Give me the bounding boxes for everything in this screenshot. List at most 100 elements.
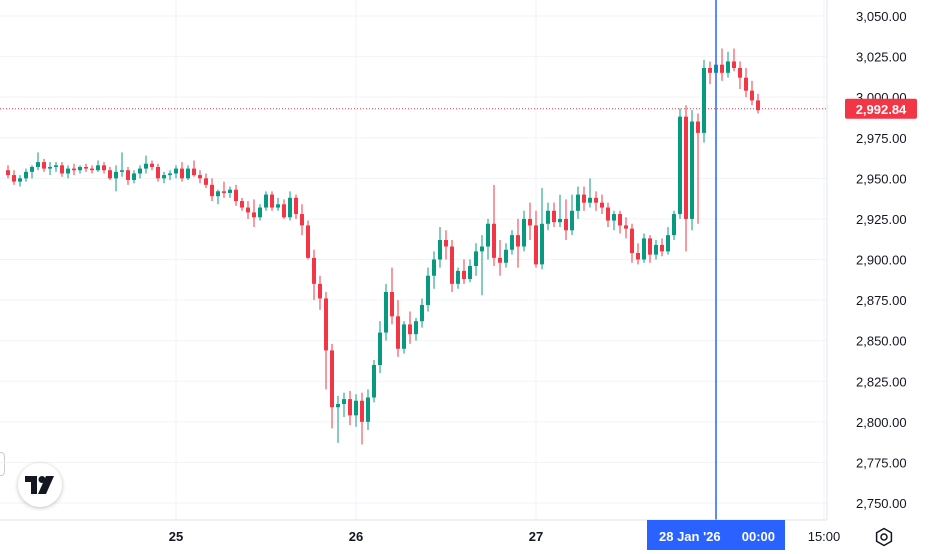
candle-body [138, 168, 142, 174]
axis-badges: 28 Jan '26 00:00 2,992.84 [647, 98, 917, 550]
candle-body [396, 316, 400, 349]
candle-body [558, 218, 562, 223]
candle [186, 165, 190, 180]
candle-body [330, 350, 334, 408]
candle [756, 93, 760, 114]
candle-body [84, 166, 88, 169]
candle-body [348, 399, 352, 416]
candle-body [144, 163, 148, 169]
candle [132, 170, 136, 184]
candle [456, 267, 460, 289]
candle [642, 233, 646, 263]
candle [366, 389, 370, 430]
candle-body [426, 275, 430, 305]
candle-body [198, 175, 202, 179]
candle-body [210, 184, 214, 197]
candle-body [60, 165, 64, 174]
candle [612, 210, 616, 231]
candle-body [516, 235, 520, 247]
candle [516, 218, 520, 268]
candle [12, 170, 16, 185]
candle-body [606, 207, 610, 221]
candle [54, 162, 58, 172]
candle-body [492, 223, 496, 258]
candle [480, 235, 484, 296]
candle [738, 61, 742, 90]
candle [348, 390, 352, 426]
candle [552, 202, 556, 228]
candle-body [264, 194, 268, 208]
candle-body [282, 204, 286, 218]
candle-body [234, 189, 238, 202]
candle [630, 223, 634, 263]
candle-body [12, 175, 16, 182]
side-panel-handle[interactable] [0, 452, 5, 476]
candle-body [30, 166, 34, 172]
candle-body [474, 251, 478, 266]
candle-body [42, 162, 46, 169]
candle [618, 210, 622, 234]
candle-body [630, 228, 634, 254]
candle [126, 166, 130, 185]
candle-body [408, 324, 412, 335]
candle-body [240, 201, 244, 208]
candle-body [270, 194, 274, 208]
candle [318, 275, 322, 310]
candle-body [450, 246, 454, 284]
candle-body [624, 225, 628, 229]
candle [624, 217, 628, 239]
candle [84, 163, 88, 172]
candle-body [636, 253, 640, 260]
candle [384, 283, 388, 341]
candle-body [540, 223, 544, 265]
candle-body [642, 238, 646, 260]
candle [6, 165, 10, 179]
candle-body [156, 166, 160, 179]
y-tick-label: 2,925.00 [856, 212, 907, 227]
gear-icon[interactable] [871, 524, 897, 550]
price-axis[interactable]: 2,750.00 2,775.00 2,800.00 2,825.00 2,850.00… [856, 9, 907, 511]
candle [486, 218, 490, 260]
candle [234, 184, 238, 206]
candle-body [372, 365, 376, 398]
candle-body [174, 168, 178, 174]
candle-body [192, 168, 196, 176]
candle [372, 360, 376, 403]
y-tick-label: 2,975.00 [856, 131, 907, 146]
candle [258, 204, 262, 221]
candle [666, 227, 670, 255]
candle [294, 194, 298, 219]
candle [672, 210, 676, 241]
candle [354, 394, 358, 427]
candle-body [504, 249, 508, 263]
candle [342, 392, 346, 417]
candle-body [438, 240, 442, 260]
candle-body [354, 400, 358, 416]
candle-body [510, 235, 514, 250]
candle-body [66, 168, 70, 174]
candle-body [378, 332, 382, 366]
time-axis[interactable]: 25 26 27 15:00 [169, 529, 841, 544]
x-tick-label: 27 [529, 529, 543, 544]
candle-body [432, 259, 436, 276]
candle [702, 59, 706, 143]
candle-body [300, 214, 304, 226]
candle-body [402, 324, 406, 349]
candle-body [18, 178, 22, 182]
crosshair-date-label: 28 Jan '26 [659, 529, 721, 544]
candle [288, 191, 292, 221]
tradingview-logo-icon[interactable] [18, 463, 62, 507]
candle-body [618, 214, 622, 226]
candle-body [468, 265, 472, 279]
candle [450, 240, 454, 292]
candle-body [528, 218, 532, 226]
candle [420, 298, 424, 328]
candle-body [756, 100, 760, 111]
candle [282, 199, 286, 219]
candle-body [102, 165, 106, 171]
candle [300, 204, 304, 236]
candle-body [108, 170, 112, 179]
candle-body [120, 170, 124, 172]
candle [42, 158, 46, 172]
